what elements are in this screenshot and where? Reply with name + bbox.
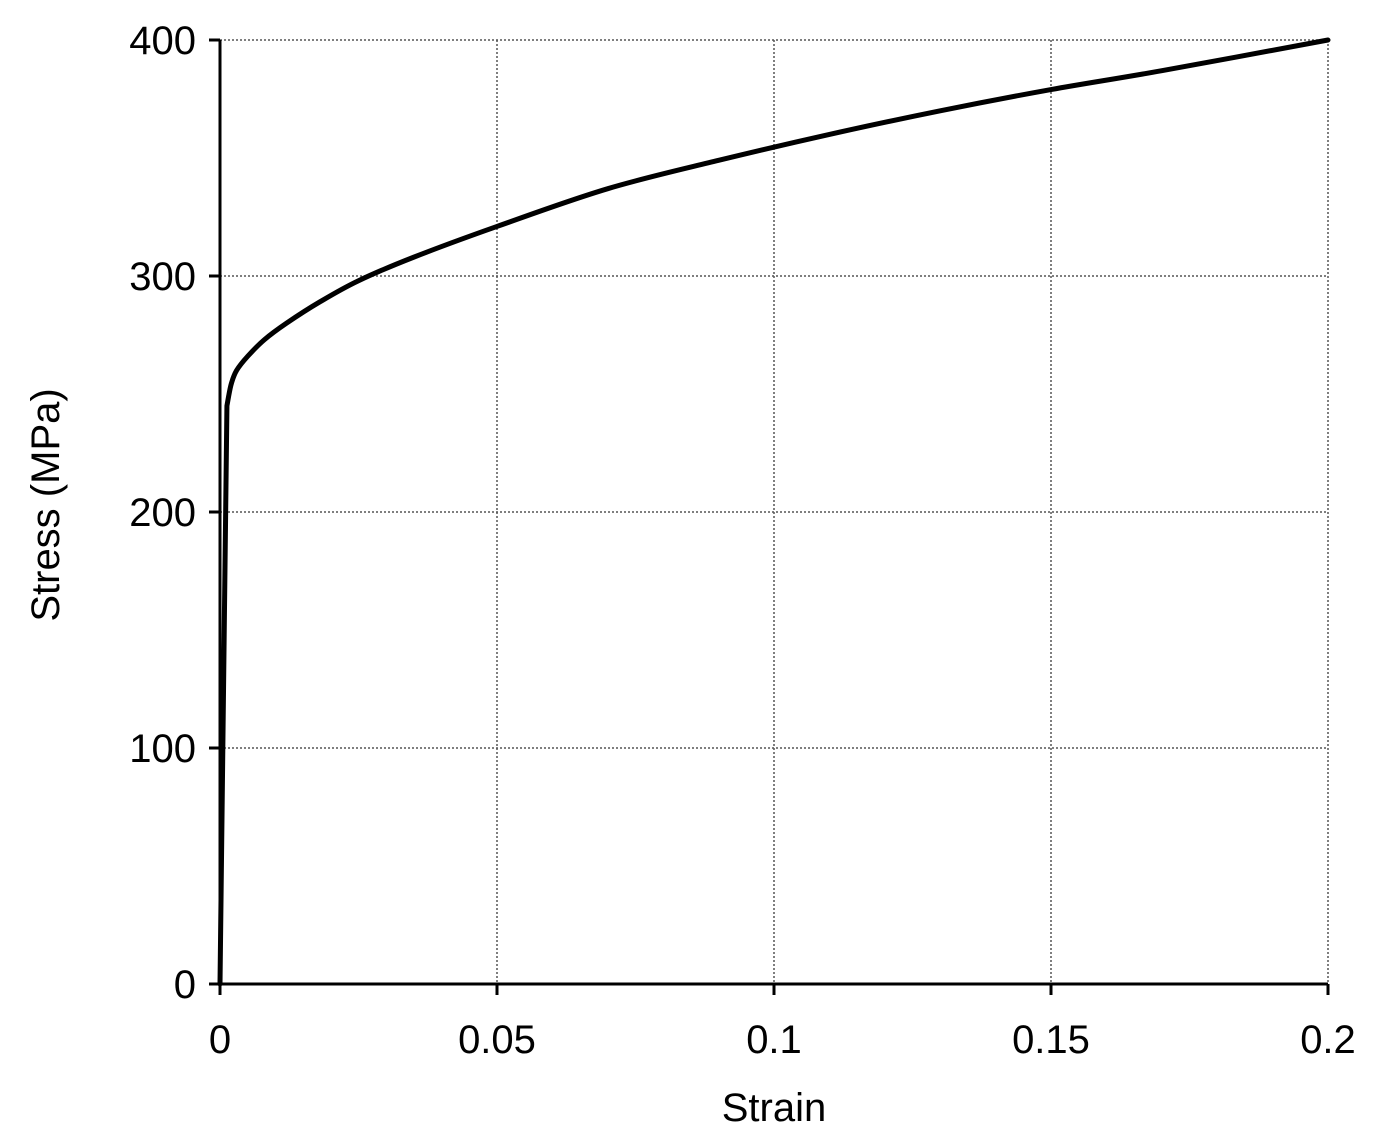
y-axis-title: Stress (MPa) [24,388,68,621]
x-axis-title: Strain [722,1086,827,1130]
axes [209,38,1330,995]
y-tick-labels: 0 100 200 300 400 [129,19,196,1007]
x-tick-label: 0.1 [746,1018,802,1062]
y-tick-label: 200 [129,491,196,535]
grid-lines [220,39,1329,984]
x-tick-labels: 0 0.05 0.1 0.15 0.2 [209,1018,1356,1062]
x-tick-label: 0.2 [1300,1018,1356,1062]
y-tick-label: 300 [129,255,196,299]
series-line [217,37,1331,987]
x-tick-label: 0 [209,1018,231,1062]
series-group [217,37,1331,987]
y-tick-label: 400 [129,19,196,63]
y-tick-label: 0 [174,963,196,1007]
x-tick-label: 0.05 [458,1018,536,1062]
x-tick-label: 0.15 [1012,1018,1090,1062]
y-tick-label: 100 [129,727,196,771]
